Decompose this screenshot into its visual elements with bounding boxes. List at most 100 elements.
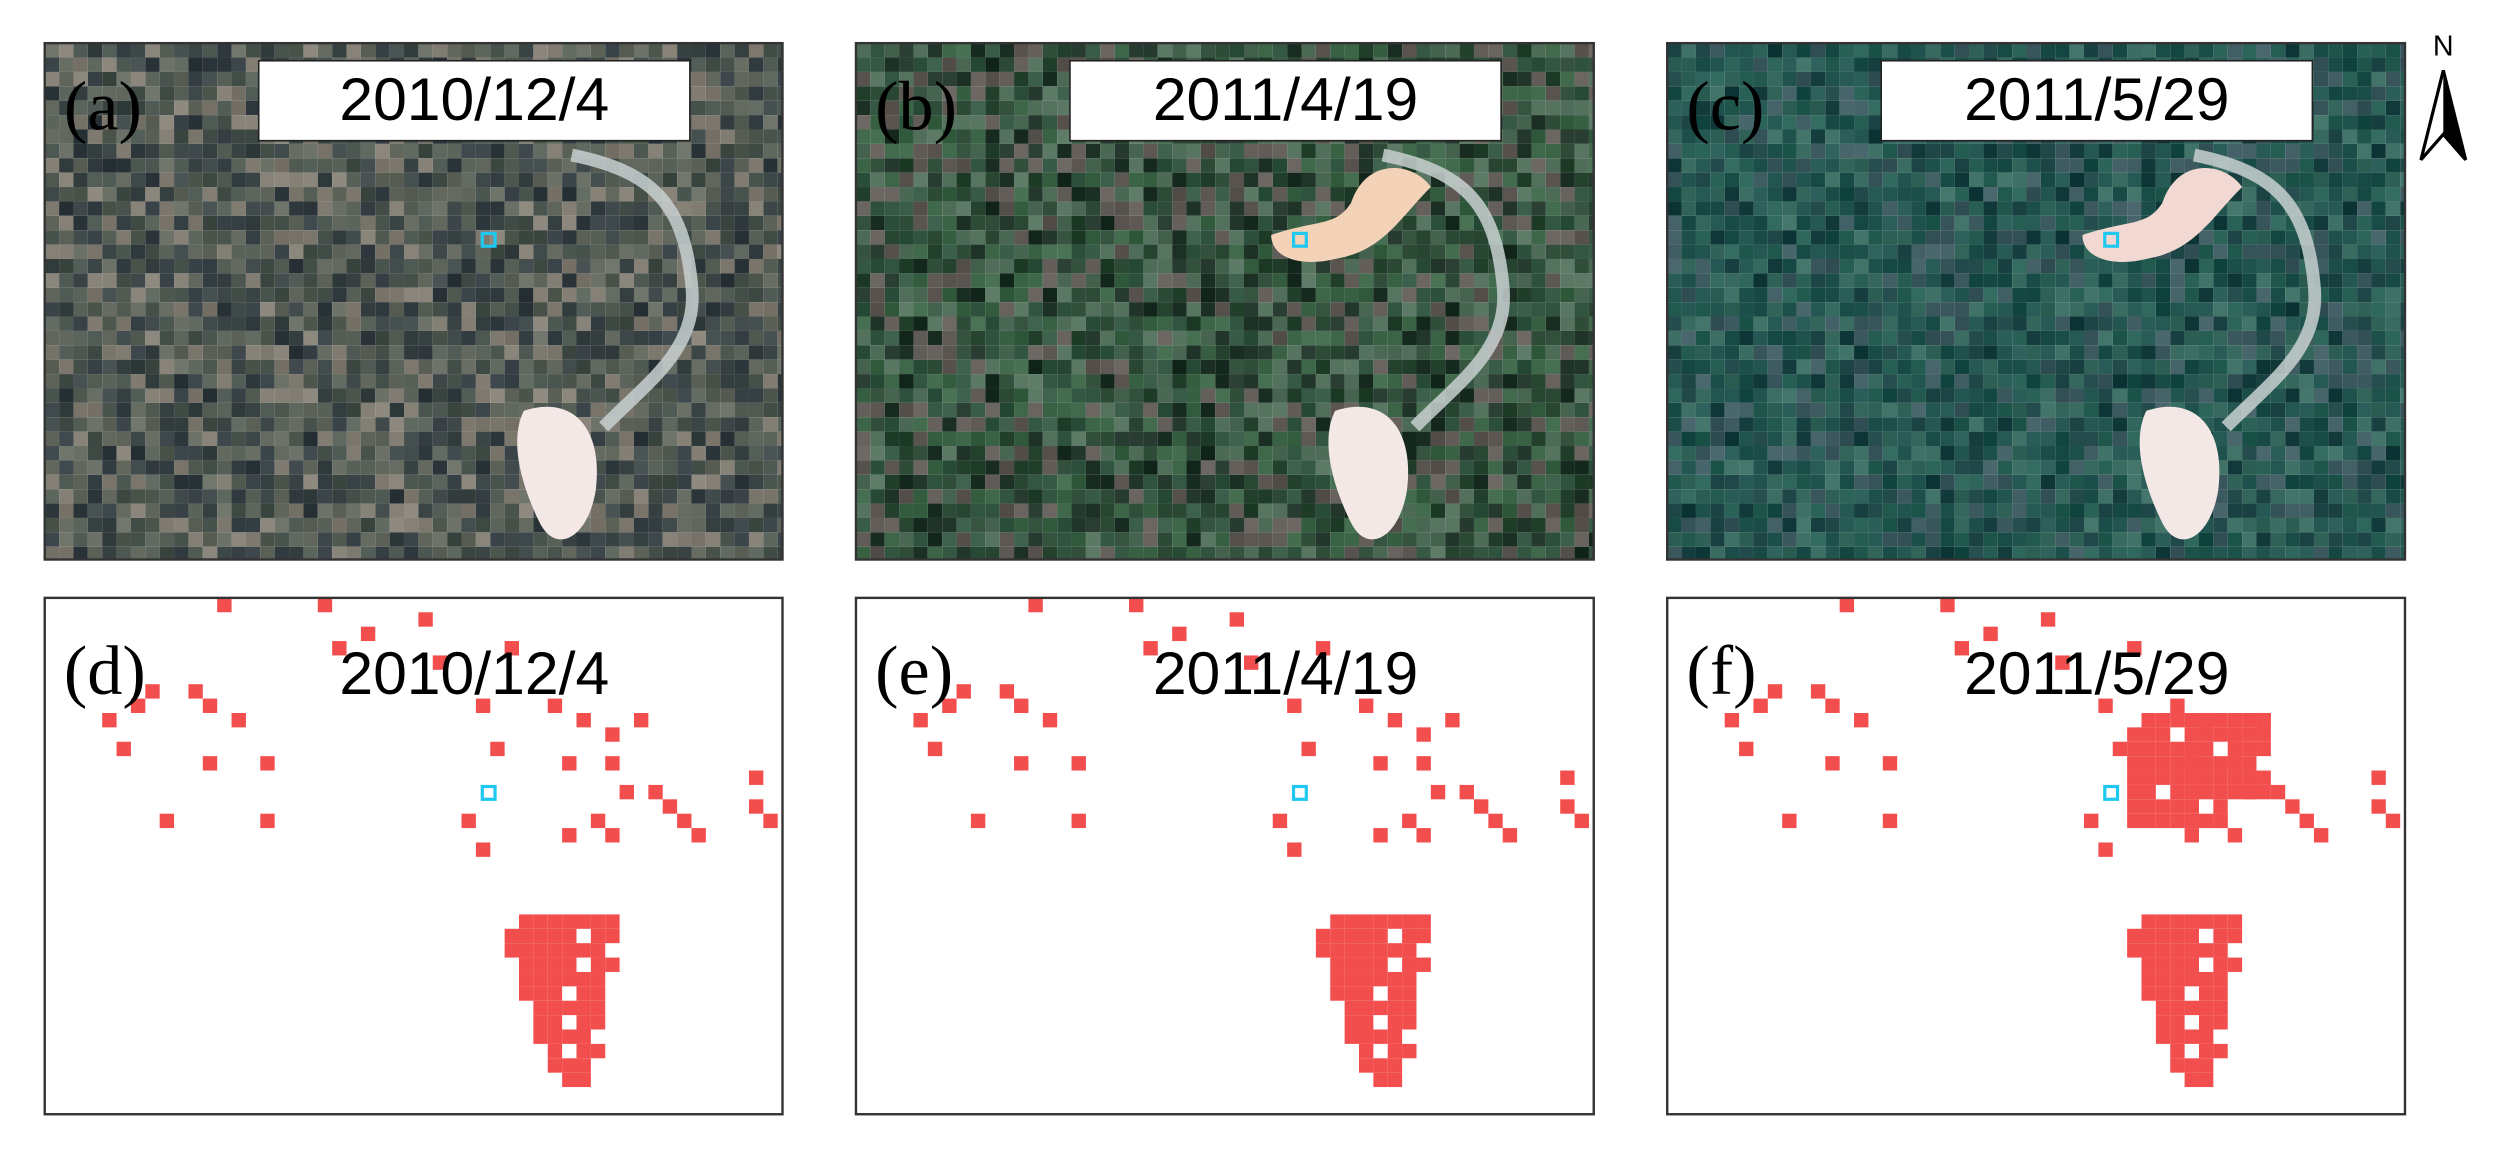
pixel bbox=[2299, 172, 2314, 188]
pixel bbox=[1767, 330, 1783, 346]
pixel bbox=[1588, 359, 1594, 375]
pixel bbox=[1753, 201, 1768, 216]
pixel bbox=[475, 215, 491, 231]
pixel bbox=[870, 57, 885, 72]
pixel bbox=[1042, 460, 1058, 475]
pixel bbox=[59, 517, 74, 533]
pixel bbox=[1710, 86, 1725, 101]
pixel bbox=[202, 345, 218, 360]
pixel bbox=[1882, 345, 1898, 360]
pixel bbox=[1157, 258, 1173, 274]
pixel bbox=[1100, 201, 1115, 216]
pixel bbox=[87, 215, 103, 231]
pixel bbox=[1200, 258, 1216, 274]
pixel bbox=[2012, 345, 2027, 360]
pixel bbox=[1114, 388, 1130, 403]
pixel bbox=[1258, 532, 1273, 547]
pixel bbox=[748, 330, 764, 346]
pixel bbox=[985, 187, 1000, 202]
pixel bbox=[1430, 287, 1446, 303]
pixel bbox=[461, 172, 476, 188]
pixel bbox=[2328, 302, 2343, 317]
pixel bbox=[1782, 258, 1797, 274]
pixel bbox=[1143, 287, 1158, 303]
pixel bbox=[1839, 115, 1855, 130]
pixel bbox=[2285, 158, 2300, 173]
pixel bbox=[1796, 158, 1811, 173]
pixel bbox=[547, 172, 563, 188]
pixel bbox=[2069, 273, 2085, 288]
pixel bbox=[346, 215, 361, 231]
pixel bbox=[1502, 100, 1518, 116]
pixel bbox=[748, 244, 764, 259]
pixel bbox=[317, 446, 333, 461]
pixel bbox=[1473, 302, 1489, 317]
pixel bbox=[1710, 330, 1725, 346]
pixel bbox=[1244, 172, 1259, 188]
pixel bbox=[1272, 431, 1288, 447]
pixel bbox=[1157, 273, 1173, 288]
pixel bbox=[202, 115, 218, 130]
pixel bbox=[303, 388, 318, 403]
pixel bbox=[260, 316, 275, 331]
pixel bbox=[145, 402, 160, 418]
pixel bbox=[1344, 172, 1359, 188]
pixel bbox=[360, 446, 376, 461]
pixel bbox=[116, 100, 131, 116]
pixel bbox=[1782, 57, 1797, 72]
pixel bbox=[1695, 158, 1711, 173]
pixel bbox=[1315, 460, 1331, 475]
pixel bbox=[705, 532, 721, 547]
pixel bbox=[1560, 287, 1575, 303]
pixel bbox=[1114, 489, 1130, 504]
pixel bbox=[2127, 359, 2142, 375]
pixel bbox=[1868, 71, 1883, 87]
pixel bbox=[332, 489, 347, 504]
pixel bbox=[576, 187, 591, 202]
pixel bbox=[1796, 287, 1811, 303]
pixel bbox=[677, 546, 692, 560]
pixel bbox=[1560, 158, 1575, 173]
pixel bbox=[763, 143, 778, 159]
pixel bbox=[691, 201, 706, 216]
pixel bbox=[116, 86, 131, 101]
pixel bbox=[145, 100, 160, 116]
pixel bbox=[1574, 316, 1589, 331]
pixel bbox=[2098, 316, 2113, 331]
pixel bbox=[289, 158, 304, 173]
pixel bbox=[2069, 230, 2085, 245]
pixel bbox=[1710, 230, 1725, 245]
pixel bbox=[1057, 330, 1072, 346]
pixel bbox=[102, 402, 117, 418]
pixel bbox=[1459, 258, 1474, 274]
pixel bbox=[404, 388, 419, 403]
pixel bbox=[404, 172, 419, 188]
pixel bbox=[1782, 302, 1797, 317]
pixel bbox=[648, 302, 663, 317]
pixel bbox=[274, 158, 290, 173]
pixel bbox=[1200, 287, 1216, 303]
pixel bbox=[404, 402, 419, 418]
pixel bbox=[1724, 258, 1740, 274]
pixel bbox=[346, 503, 361, 518]
pixel bbox=[763, 359, 778, 375]
pixel bbox=[1172, 345, 1187, 360]
pixel bbox=[87, 316, 103, 331]
pixel bbox=[490, 532, 505, 547]
pixel bbox=[2213, 273, 2228, 288]
pixel bbox=[1710, 100, 1725, 116]
pixel bbox=[1681, 287, 1696, 303]
pixel bbox=[1531, 201, 1546, 216]
pixel bbox=[418, 187, 433, 202]
pixel bbox=[1430, 215, 1446, 231]
pixel bbox=[1057, 532, 1072, 547]
pixel bbox=[648, 215, 663, 231]
pixel bbox=[720, 446, 735, 461]
pixel bbox=[1574, 273, 1589, 288]
pixel bbox=[1739, 129, 1754, 144]
pixel bbox=[375, 431, 390, 447]
pixel bbox=[999, 532, 1015, 547]
pixel bbox=[475, 143, 491, 159]
pixel bbox=[447, 187, 462, 202]
pixel bbox=[956, 244, 971, 259]
